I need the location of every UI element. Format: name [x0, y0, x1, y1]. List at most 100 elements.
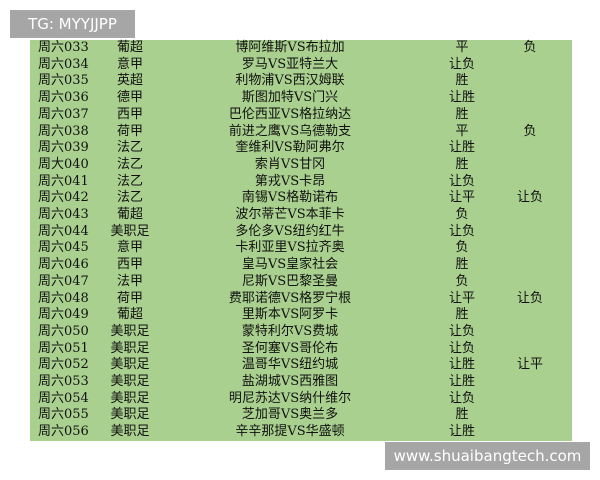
result-alt: 让负 [516, 290, 544, 306]
result: 负 [455, 240, 469, 256]
match: 尼斯VS巴黎圣曼 [241, 273, 339, 289]
match-code: 周六044 [38, 223, 89, 239]
result: 胜 [455, 257, 469, 273]
match: 蒙特利尔VS费城 [241, 323, 339, 339]
league: 意甲 [116, 56, 144, 72]
match-code: 周六033 [38, 40, 89, 55]
league: 西甲 [116, 257, 144, 273]
match-code: 周六055 [38, 407, 89, 423]
match: 利物浦VS西汉姆联 [235, 73, 345, 89]
match-code: 周六050 [38, 323, 89, 339]
league: 意甲 [116, 240, 144, 256]
league: 德甲 [116, 90, 144, 106]
table: 周六033 葡超 博阿维斯VS布拉加平负周六034 意甲 罗马VS亚特兰大 让负 周六035… [30, 40, 572, 441]
match: 博阿维斯VS布拉加 [235, 40, 345, 55]
league: 美职足 [110, 407, 150, 423]
league: 葡超 [116, 307, 144, 323]
match: 皇马VS皇家社会 [241, 257, 339, 273]
match: 波尔蒂芒VS本菲卡 [235, 207, 345, 222]
league: 法甲 [116, 273, 144, 289]
match: 圣何塞VS哥伦布 [241, 340, 339, 356]
match-code: 周大040 [38, 156, 89, 172]
result: 胜 [455, 156, 469, 172]
result: 让负 [448, 223, 476, 239]
match-code: 周六047 [38, 273, 89, 289]
league: 法乙 [116, 140, 144, 156]
match-code: 周六049 [38, 307, 89, 323]
match: 斯图加特VS门兴 [241, 90, 339, 106]
match-code: 周六051 [38, 340, 89, 356]
result: 平 [455, 123, 469, 139]
match-code: 周六036 [38, 90, 89, 106]
watermark: www.shuaibangtech.com [385, 442, 590, 470]
watermark: TG: MYYJJPP [10, 10, 135, 38]
match-code: 周六048 [38, 290, 89, 306]
match-code: 周六038 [38, 123, 89, 139]
match: 罗马VS亚特兰大 [241, 56, 339, 72]
league: 美职足 [110, 223, 150, 239]
match-code: 周六054 [38, 390, 89, 406]
match-code: 周六037 [38, 106, 89, 122]
match-code: 周六041 [38, 173, 89, 189]
result: 负 [455, 207, 469, 222]
match-code: 周六035 [38, 73, 89, 89]
result: 让胜 [448, 90, 476, 106]
match-code: 周六056 [38, 424, 89, 440]
match: 温哥华VS纽约城 [241, 357, 339, 373]
result: 胜 [455, 106, 469, 122]
match: 奎维利VS勒阿弗尔 [235, 140, 345, 156]
league: 美职足 [110, 357, 150, 373]
result-alt: 让负 [516, 190, 544, 206]
league: 美职足 [110, 374, 150, 389]
match: 芝加哥VS奥兰多 [241, 407, 339, 423]
result: 胜 [455, 73, 469, 89]
result: 让负 [448, 340, 476, 356]
league: 法乙 [116, 173, 144, 189]
match: 南锡VS格勒诺布 [241, 190, 339, 206]
match: 盐湖城VS西雅图 [241, 374, 339, 389]
result: 让平 [448, 190, 476, 206]
league: 法乙 [116, 190, 144, 206]
result: 让胜 [448, 374, 476, 389]
result: 让负 [448, 56, 476, 72]
league: 美职足 [110, 424, 150, 440]
match: 明尼苏达VS纳什维尔 [228, 390, 352, 406]
result: 让胜 [448, 424, 476, 440]
result: 让负 [448, 173, 476, 189]
match-code: 周六045 [38, 240, 89, 256]
match-code: 周六053 [38, 374, 89, 389]
league: 荷甲 [116, 290, 144, 306]
result: 平 [455, 40, 469, 55]
result: 让胜 [448, 140, 476, 156]
match-code: 周六039 [38, 140, 89, 156]
league: 美职足 [110, 323, 150, 339]
match-code: 周六034 [38, 56, 89, 72]
match: 前进之鹰VS乌德勒支 [228, 123, 352, 139]
result: 胜 [455, 307, 469, 323]
match: 里斯本VS阿罗卡 [241, 307, 339, 323]
result: 负 [455, 273, 469, 289]
match: 费耶诺德VS格罗宁根 [228, 290, 352, 306]
result: 胜 [455, 407, 469, 423]
league: 葡超 [116, 40, 144, 55]
result-alt: 负 [523, 40, 537, 55]
match: 第戎VS卡昂 [254, 173, 326, 189]
match: 巴伦西亚VS格拉纳达 [228, 106, 352, 122]
result: 让平 [448, 290, 476, 306]
league: 西甲 [116, 106, 144, 122]
match-code: 周六043 [38, 207, 89, 222]
league: 英超 [116, 73, 144, 89]
match: 索肖VS甘冈 [254, 156, 326, 172]
match-code: 周六042 [38, 190, 89, 206]
match-code: 周六046 [38, 257, 89, 273]
match: 卡利亚里VS拉齐奥 [235, 240, 345, 256]
league: 荷甲 [116, 123, 144, 139]
result-alt: 负 [523, 123, 537, 139]
result: 让负 [448, 390, 476, 406]
result: 让负 [448, 323, 476, 339]
result: 让胜 [448, 357, 476, 373]
result-alt: 让平 [516, 357, 544, 373]
league: 葡超 [116, 207, 144, 222]
league: 美职足 [110, 340, 150, 356]
